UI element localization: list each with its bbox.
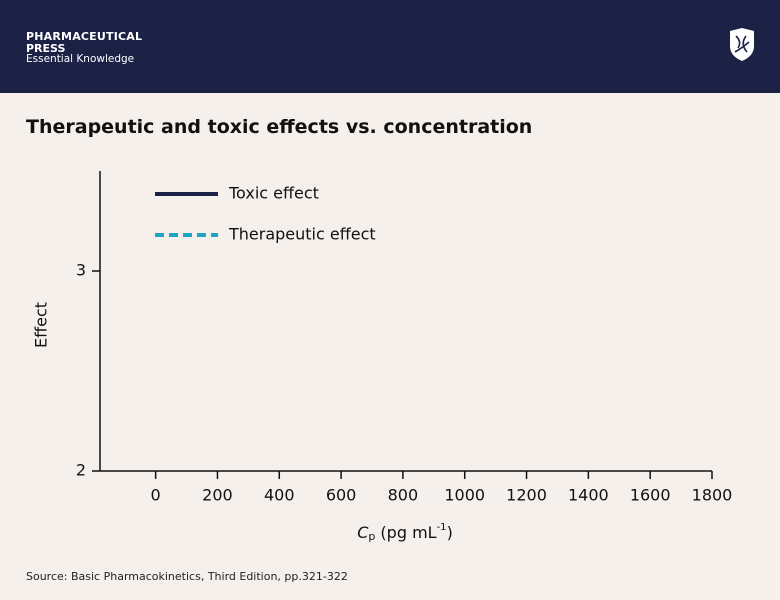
legend-label: Therapeutic effect — [228, 225, 376, 244]
x-tick-label: 600 — [326, 486, 357, 505]
y-tick-label: 3 — [76, 261, 86, 280]
x-tick-label: 0 — [151, 486, 161, 505]
x-tick-label: 400 — [264, 486, 295, 505]
brand-line: PRESS — [26, 42, 66, 55]
chart-title: Therapeutic and toxic effects vs. concen… — [26, 116, 533, 138]
x-tick-label: 200 — [202, 486, 233, 505]
x-tick-label: 1000 — [444, 486, 485, 505]
x-tick-label: 1400 — [568, 486, 609, 505]
x-tick-label: 1800 — [692, 486, 733, 505]
header: PHARMACEUTICAL PRESS Essential Knowledge — [0, 0, 780, 93]
brand-tagline: Essential Knowledge — [26, 53, 135, 65]
legend-label: Toxic effect — [228, 184, 319, 203]
chart: Effect Cp (pg mL-1) 2 3 0 200 400 600 800 1000 1… — [32, 171, 733, 543]
source-note: Source: Basic Pharmacokinetics, Third Ed… — [26, 570, 348, 583]
x-axis-label: Cp (pg mL-1) — [357, 522, 453, 543]
x-tick-label: 1600 — [630, 486, 671, 505]
y-axis-label: Effect — [32, 302, 51, 348]
y-tick-label: 2 — [76, 461, 86, 480]
x-tick-label: 1200 — [506, 486, 547, 505]
x-tick-label: 800 — [388, 486, 419, 505]
brand-line: PHARMACEUTICAL — [26, 30, 143, 43]
logo — [730, 28, 754, 61]
